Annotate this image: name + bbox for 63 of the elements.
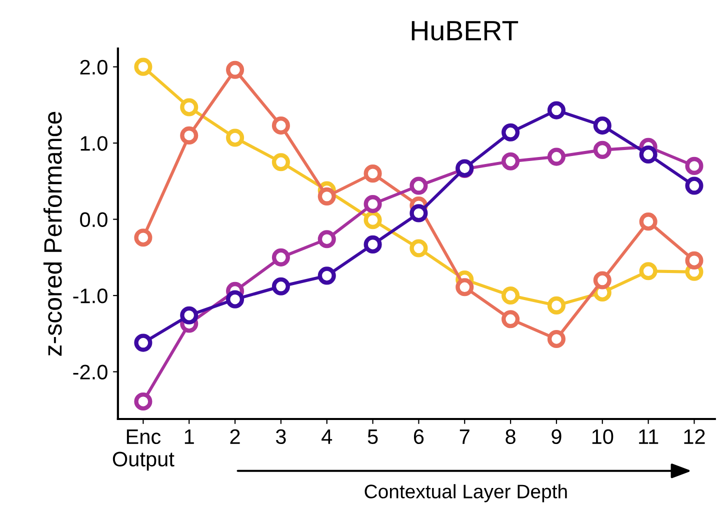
chart-title: HuBERT (412, 21, 518, 40)
point (180, 98, 198, 116)
point (547, 101, 566, 120)
point (502, 123, 520, 142)
point (318, 266, 336, 285)
point (364, 211, 382, 230)
point (685, 176, 704, 195)
point (639, 145, 658, 164)
point (685, 251, 704, 270)
x-tick-label: 11 (639, 430, 658, 444)
point (456, 278, 474, 296)
point (685, 156, 704, 175)
point (180, 306, 198, 324)
point (134, 228, 152, 247)
point (593, 271, 612, 290)
point (364, 195, 382, 214)
point (364, 164, 382, 183)
point (593, 140, 612, 159)
x-tick-label: 3 (276, 429, 286, 444)
x-axis-title: Contextual Layer Depth (364, 484, 567, 502)
x-tick-label: 12 (684, 429, 705, 444)
y-tick-label: -2.0 (73, 364, 108, 380)
x-tick-label: 4 (322, 430, 332, 444)
point (639, 262, 658, 280)
point (226, 128, 244, 147)
point (547, 148, 566, 166)
point (502, 286, 520, 305)
x-tick-label: 10 (592, 429, 614, 444)
point (134, 334, 152, 352)
point (410, 176, 428, 195)
x-tick-label: 2 (230, 429, 240, 444)
y-tick-label: 0.0 (80, 212, 108, 228)
point (226, 290, 244, 308)
point (502, 310, 520, 328)
y-axis-title: z-scored Performance (43, 112, 62, 356)
point (180, 126, 198, 144)
x-tick-label: 5 (368, 430, 378, 444)
y-tick-label: -1.0 (73, 288, 108, 304)
x-tick-label: 6 (414, 429, 424, 444)
point (318, 230, 336, 248)
point (226, 60, 244, 79)
point (272, 116, 290, 135)
point (547, 296, 566, 314)
point (272, 277, 290, 296)
point (410, 239, 428, 258)
x-tick-label: 7 (460, 430, 470, 444)
point (318, 187, 336, 206)
point (272, 153, 290, 172)
y-tick-label: 1.0 (80, 136, 108, 151)
point (272, 248, 290, 266)
point (364, 235, 382, 254)
x-tick-label: 9 (552, 429, 562, 444)
x-tick-label: 1 (184, 430, 194, 444)
point (134, 392, 152, 411)
point (134, 58, 152, 76)
point (410, 204, 428, 222)
point (639, 212, 658, 231)
point (547, 330, 566, 348)
x-tick-label: 8 (506, 429, 516, 444)
x-tick-label: Enc Output (112, 430, 174, 471)
y-tick-label: 2.0 (80, 60, 108, 75)
point (593, 116, 612, 135)
point (502, 152, 520, 170)
